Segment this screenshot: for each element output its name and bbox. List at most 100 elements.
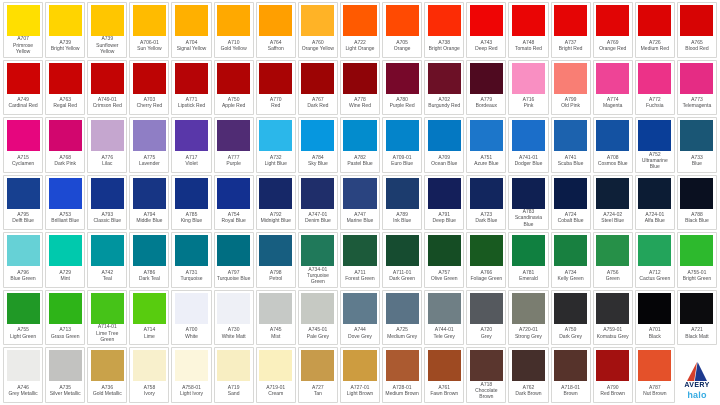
color-card-a727: A727 Tan — [297, 347, 338, 403]
color-code: A747 — [354, 212, 366, 219]
color-label: A743 Deep Red — [468, 36, 504, 57]
color-card-a746: A746 Grey Metallic — [3, 347, 44, 403]
color-card-a759-01: A759-01 Komatsu Grey — [592, 289, 633, 346]
color-code: A748 — [522, 39, 535, 46]
color-swatch — [132, 5, 166, 36]
color-label: A747 Marine Blue — [342, 209, 378, 230]
color-swatch — [638, 5, 672, 36]
color-name: Orange Yellow — [301, 45, 334, 52]
color-label: A712 Cactus Green — [637, 266, 673, 287]
color-code: A791 — [438, 212, 451, 219]
color-swatch — [132, 177, 166, 209]
color-code: A704 — [185, 39, 198, 46]
color-name: Royal Blue — [221, 218, 246, 225]
color-swatch — [511, 292, 546, 324]
color-label: A708 Cosmos Blue — [595, 151, 631, 172]
color-swatch — [174, 350, 209, 382]
color-card-a711: A711 Forest Green — [339, 232, 381, 288]
color-label: A744 Dove Grey — [342, 324, 378, 345]
color-card-a784: A784 Sky Blue — [297, 117, 338, 173]
color-swatch — [132, 350, 166, 382]
color-name: Brilliant Blue — [51, 218, 80, 225]
color-swatch — [259, 177, 293, 209]
color-swatch — [511, 120, 546, 152]
color-label: A733 Blue — [679, 151, 715, 172]
color-code: A773 — [691, 97, 703, 104]
color-card-a764: A764 Saffron — [255, 2, 296, 58]
color-label: A749-01 Crimson Red — [89, 94, 125, 115]
color-swatch — [638, 292, 672, 324]
color-swatch — [217, 235, 251, 267]
color-name: Orange Red — [599, 45, 627, 52]
color-code: A741-01 — [519, 154, 538, 161]
color-name: Teal — [102, 276, 112, 283]
color-code: A743 — [480, 39, 493, 46]
color-swatch — [217, 5, 251, 36]
color-card-a767: A767 Dark Red — [297, 59, 338, 116]
color-swatch — [90, 350, 124, 382]
color-code: A771 — [185, 97, 198, 104]
color-label: A789 Ink Blue — [384, 209, 420, 230]
color-code: A736 — [101, 384, 114, 391]
color-swatch — [174, 62, 209, 94]
brand-sub-name: halo — [687, 390, 707, 400]
color-swatch — [680, 177, 714, 209]
color-card-a730: A730 White Matt — [213, 289, 254, 346]
color-swatch — [427, 350, 461, 382]
color-swatch — [596, 235, 630, 267]
color-card-a741: A741 Scuba Blue — [550, 117, 591, 173]
color-card-a786: A786 Dark Teal — [129, 232, 170, 288]
color-swatch — [301, 177, 335, 209]
color-card-a759: A759 Dark Grey — [550, 289, 591, 346]
color-label: A768 Dark Pink — [47, 151, 83, 172]
color-name: Lime — [143, 333, 155, 340]
color-name: Gold Metallic — [92, 391, 122, 398]
color-card-a718-01: A718-01 Brown — [550, 347, 591, 403]
color-label: A763 Regal Red — [47, 94, 83, 115]
color-name: Pale Grey — [306, 333, 329, 340]
color-swatch — [6, 292, 40, 324]
color-label: A745 Mist — [258, 324, 294, 345]
color-label: A747-01 Denim Blue — [300, 209, 336, 230]
color-card-a726: A726 Medium Red — [634, 2, 675, 58]
color-name: Scandinavia Blue — [514, 215, 543, 228]
color-card-a797: A797 Turquoise Blue — [213, 232, 254, 288]
color-label: A734-01 Turquoise Green — [300, 266, 336, 287]
color-card-a714-01: A714-01 Lime Tree Green — [87, 289, 128, 346]
color-name: Tele Grey — [433, 333, 455, 340]
color-label: A751 Azure Blue — [468, 151, 504, 172]
color-card-a739: A739 Sunflower Yellow — [87, 2, 128, 58]
color-card-a743: A743 Deep Red — [466, 2, 507, 58]
color-code: A737 — [564, 39, 577, 46]
color-swatch — [132, 120, 166, 152]
color-name: Cardinal Red — [8, 103, 38, 110]
color-swatch — [48, 235, 82, 267]
color-card-a725: A725 Medium Grey — [382, 289, 423, 346]
color-label: A727-01 Light Brown — [342, 381, 378, 402]
color-label: A783 Scandinavia Blue — [510, 209, 546, 230]
color-name: Dark Brown — [515, 391, 542, 398]
color-label: A725 Medium Grey — [384, 324, 420, 345]
color-card-a709: A709 Ocean Blue — [424, 117, 465, 173]
color-label: A736 Gold Metallic — [89, 381, 125, 402]
color-card-a737: A737 Bright Red — [550, 2, 591, 58]
color-card-a704: A704 Signal Yellow — [171, 2, 212, 58]
color-name: Blue Green — [10, 276, 36, 283]
color-card-a749: A749 Cardinal Red — [3, 59, 44, 116]
color-code: A787 — [648, 384, 661, 391]
color-name: Dodger Blue — [514, 160, 543, 167]
color-label: A746 Grey Metallic — [5, 381, 41, 402]
color-swatch — [596, 292, 630, 324]
color-code: A707 — [17, 36, 29, 43]
color-label: A791 Deep Blue — [426, 209, 462, 230]
color-swatch — [638, 350, 672, 382]
color-code: A764 — [269, 39, 282, 46]
color-card-a782: A782 Pastel Blue — [339, 117, 381, 173]
color-card-a793: A793 Classic Blue — [87, 174, 128, 231]
color-card-a779: A779 Bordeaux — [466, 59, 507, 116]
color-code: A715 — [17, 154, 29, 161]
color-name: Cyclamen — [11, 160, 35, 167]
color-card-a734: A734 Kelly Green — [550, 232, 591, 288]
color-swatch — [343, 177, 377, 209]
color-code: A796 — [17, 269, 29, 276]
